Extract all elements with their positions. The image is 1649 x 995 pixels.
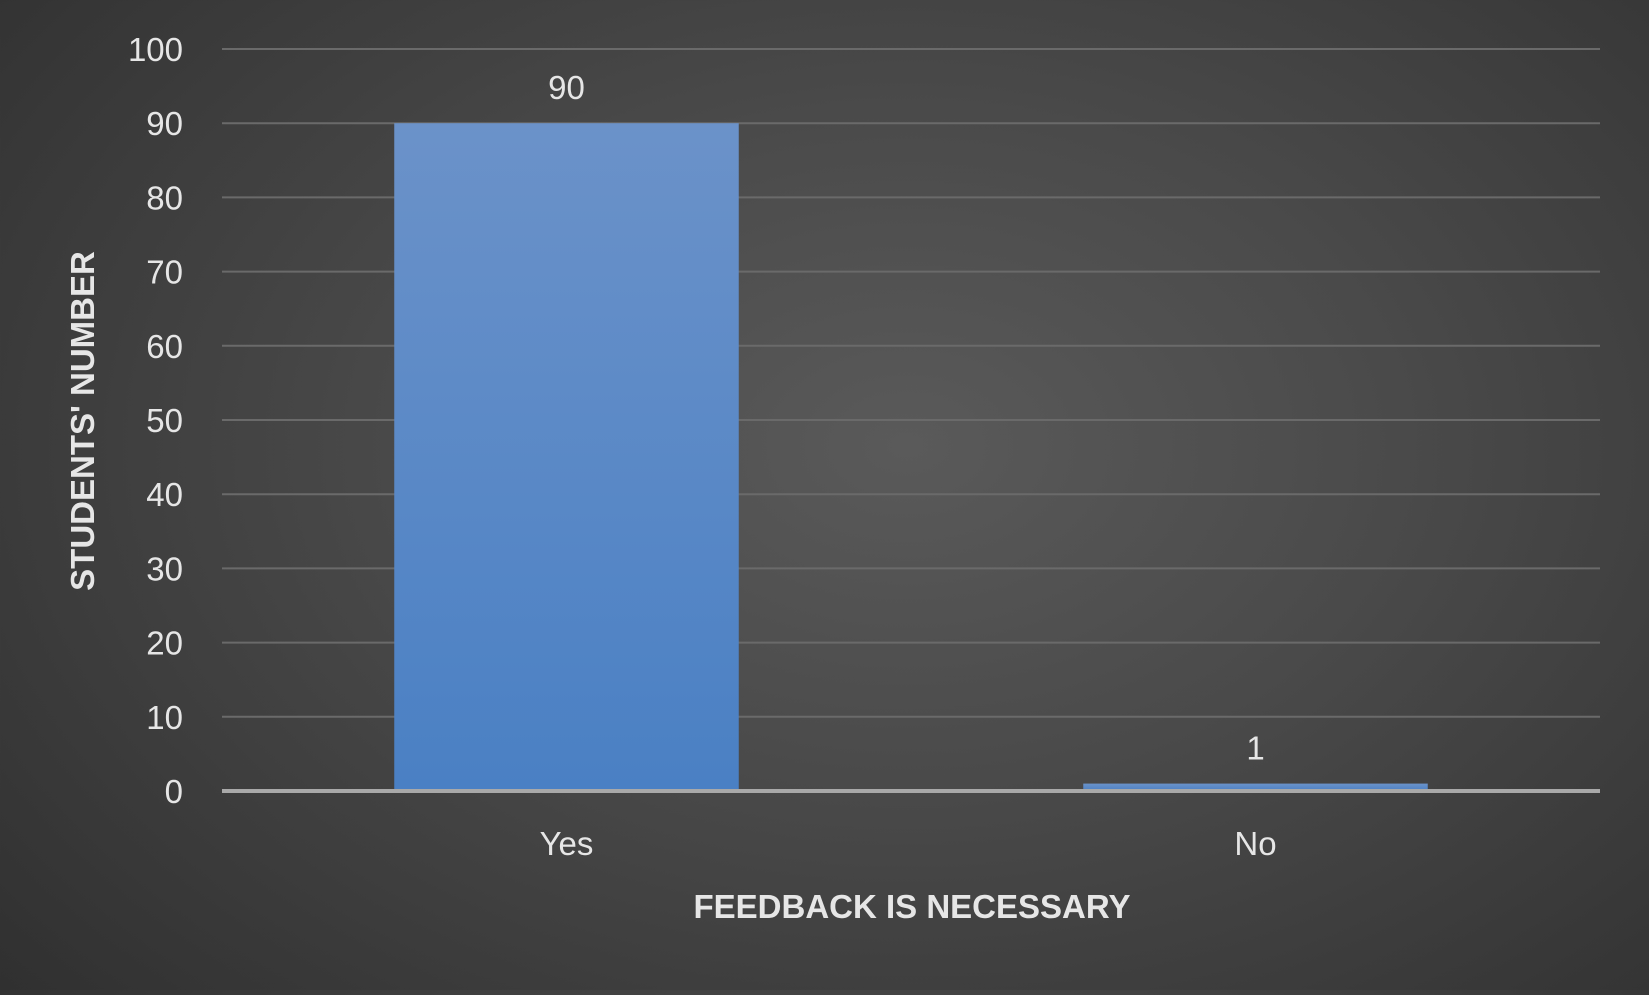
data-label-no: 1 [1246, 730, 1264, 767]
bar-yes [394, 123, 739, 791]
y-tick-label: 30 [146, 550, 183, 587]
bars [394, 123, 1428, 791]
y-tick-label: 10 [146, 699, 183, 736]
y-tick-label: 40 [146, 476, 183, 513]
y-axis-tick-labels: 0 10 20 30 40 50 60 70 80 90 100 [128, 31, 183, 810]
y-tick-label: 0 [165, 773, 183, 810]
x-axis-title: FEEDBACK IS NECESSARY [693, 888, 1130, 925]
x-axis-tick-labels: Yes No [540, 825, 1277, 862]
y-tick-label: 50 [146, 402, 183, 439]
y-axis-title: STUDENTS' NUMBER [64, 251, 101, 591]
y-tick-label: 90 [146, 105, 183, 142]
x-tick-label-no: No [1234, 825, 1276, 862]
data-label-yes: 90 [548, 69, 585, 106]
y-tick-label: 70 [146, 254, 183, 291]
x-tick-label-yes: Yes [540, 825, 594, 862]
y-tick-label: 100 [128, 31, 183, 68]
y-tick-label: 80 [146, 179, 183, 216]
y-tick-label: 20 [146, 625, 183, 662]
bar-no [1083, 783, 1428, 791]
data-labels: 90 1 [548, 69, 1265, 766]
y-tick-label: 60 [146, 328, 183, 365]
